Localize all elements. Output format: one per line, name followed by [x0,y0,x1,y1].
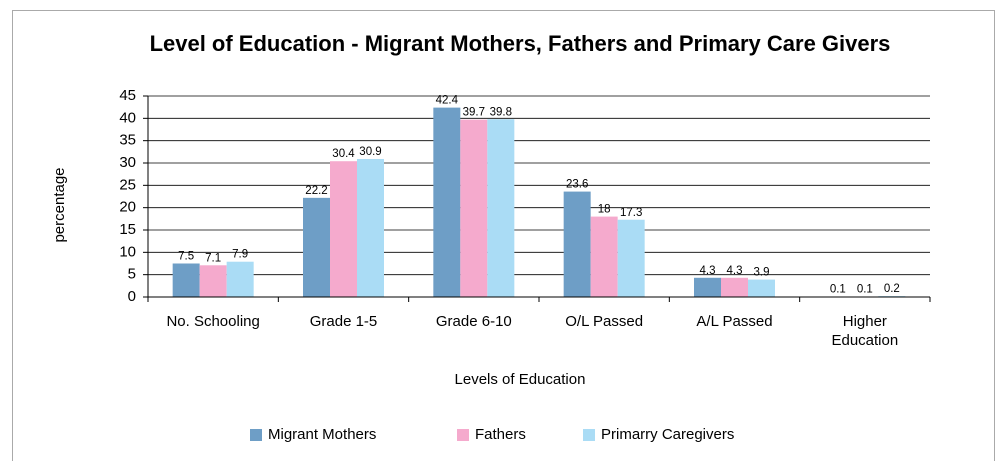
x-tick-label: No. Schooling [166,313,260,330]
y-tick-label: 10 [119,243,136,260]
y-tick-label: 25 [119,176,136,193]
bar [357,158,384,297]
legend-label: Primarry Caregivers [601,426,734,443]
y-tick-label: 45 [119,87,136,104]
data-label: 39.7 [463,107,485,119]
data-label: 0.1 [857,284,873,296]
bar [721,277,748,297]
bar [487,119,515,297]
legend-swatch [250,429,262,441]
x-axis-label: Levels of Education [455,371,586,388]
bar [330,161,357,297]
data-label: 42.4 [436,95,459,107]
x-tick-label: A/L Passed [696,313,773,330]
data-label: 17.3 [620,207,642,219]
data-label: 3.9 [754,267,770,279]
data-label: 4.3 [700,265,716,277]
data-label: 7.1 [205,252,221,264]
y-tick-label: 5 [128,266,136,283]
bar [199,265,227,297]
data-label: 4.3 [727,265,743,277]
legend-label: Migrant Mothers [268,426,376,443]
bar [694,277,721,297]
data-label: 18 [598,204,611,216]
y-tick-label: 40 [119,109,136,126]
chart-title: Level of Education - Migrant Mothers, Fa… [150,31,891,56]
bar [433,107,461,297]
x-tick-label: Grade 6-10 [435,313,512,330]
y-tick-label: 0 [128,288,136,305]
data-label: 0.2 [884,283,900,295]
x-tick-label: O/L Passed [565,313,644,330]
legend-swatch [457,429,469,441]
data-label: 22.2 [305,185,327,197]
bar [172,263,200,297]
x-tick-label: Higher Education [831,313,899,349]
data-label: 30.4 [332,148,355,160]
data-label: 30.9 [359,146,381,158]
data-label: 0.1 [830,284,846,296]
data-label: 7.9 [232,249,248,261]
y-tick-label: 20 [119,199,136,216]
bar [226,261,254,297]
y-axis-label: percentage [51,167,68,242]
data-label: 7.5 [178,251,194,263]
bar [748,279,775,297]
bar [590,216,618,297]
data-label: 23.6 [566,179,588,191]
y-tick-label: 15 [119,221,136,238]
bar [303,197,330,297]
legend-label: Fathers [475,426,526,443]
x-tick-label: Grade 1-5 [309,313,378,330]
bar [460,119,488,297]
legend-swatch [583,429,595,441]
bar [617,219,645,297]
y-tick-label: 35 [119,132,136,149]
bar [563,191,591,297]
data-label: 39.8 [490,106,512,118]
y-tick-label: 30 [119,154,136,171]
